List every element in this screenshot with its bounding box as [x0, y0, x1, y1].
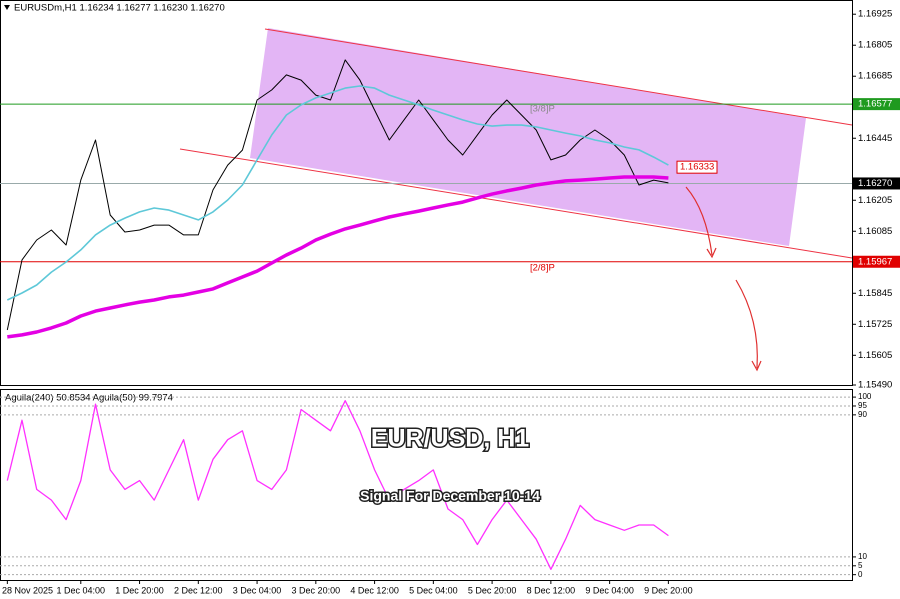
indicator-frame — [0, 389, 853, 581]
collapse-icon — [4, 5, 10, 10]
y-tick-label: 1.15725 — [858, 319, 892, 330]
channel-top — [264, 28, 853, 126]
y-tick-label: 1.15490 — [858, 380, 892, 391]
y-tick-label: 1.16805 — [858, 40, 892, 51]
y-tick-label: 10 — [858, 552, 867, 561]
y-tick-label: 1.15845 — [858, 288, 892, 299]
x-tick-label: 5 Dec 04:00 — [409, 585, 458, 595]
arrow-head — [706, 247, 717, 259]
price-box — [853, 255, 900, 268]
channel-fill — [250, 28, 806, 246]
annotation: EUR/USD, H1 — [371, 425, 529, 453]
y-tick-label: 100 — [858, 392, 872, 401]
x-tick-label: 9 Dec 04:00 — [585, 585, 634, 595]
chart-title: EURUSDm,H1 1.16234 1.16277 1.16230 1.162… — [14, 3, 225, 14]
price-box — [853, 177, 900, 190]
y-tick-label: 95 — [858, 401, 867, 410]
series-line — [6, 400, 669, 570]
marker-box — [676, 160, 718, 174]
x-tick-label: 8 Dec 12:00 — [527, 585, 576, 595]
x-tick-label: 28 Nov 2025 — [2, 585, 53, 595]
main-frame — [0, 0, 853, 386]
price-box-label: 1.15967 — [858, 256, 892, 267]
price-box-label: 1.16577 — [858, 99, 892, 110]
channel-bottom — [179, 148, 853, 259]
x-tick-label: 1 Dec 04:00 — [57, 585, 106, 595]
x-tick-label: 2 Dec 12:00 — [174, 585, 223, 595]
series-line — [6, 59, 669, 331]
y-tick-label: 0 — [858, 570, 863, 579]
x-tick-label: 1 Dec 20:00 — [115, 585, 164, 595]
annotation: Signal For December 10-14 — [360, 488, 540, 504]
indicator-title: Aguila(240) 50.8534 Aguila(50) 99.7974 — [5, 393, 173, 404]
arrow — [685, 186, 713, 256]
x-tick-label: 5 Dec 20:00 — [468, 585, 517, 595]
y-tick-label: 1.16445 — [858, 133, 892, 144]
y-tick-label: 1.16205 — [858, 195, 892, 206]
y-tick-label: 1.16085 — [858, 226, 892, 237]
level-name: [3/8]P — [530, 104, 555, 115]
x-tick-label: 9 Dec 20:00 — [644, 585, 693, 595]
y-tick-label: 1.15605 — [858, 350, 892, 361]
x-tick-label: 3 Dec 20:00 — [292, 585, 341, 595]
arrow-head — [751, 360, 762, 372]
level-name: [2/8]P — [530, 262, 555, 273]
y-tick-label: 90 — [858, 410, 867, 419]
x-tick-label: 3 Dec 04:00 — [233, 585, 282, 595]
series-line — [6, 85, 669, 301]
x-tick-label: 4 Dec 12:00 — [350, 585, 399, 595]
y-tick-label: 1.16925 — [858, 9, 892, 20]
series-line — [7, 175, 669, 339]
y-tick-label: 5 — [858, 561, 863, 570]
price-box — [853, 98, 900, 111]
price-box-label: 1.16270 — [858, 178, 892, 189]
arrow — [735, 279, 758, 369]
marker-label: 1.16333 — [680, 162, 714, 173]
y-tick-label: 1.16685 — [858, 71, 892, 82]
